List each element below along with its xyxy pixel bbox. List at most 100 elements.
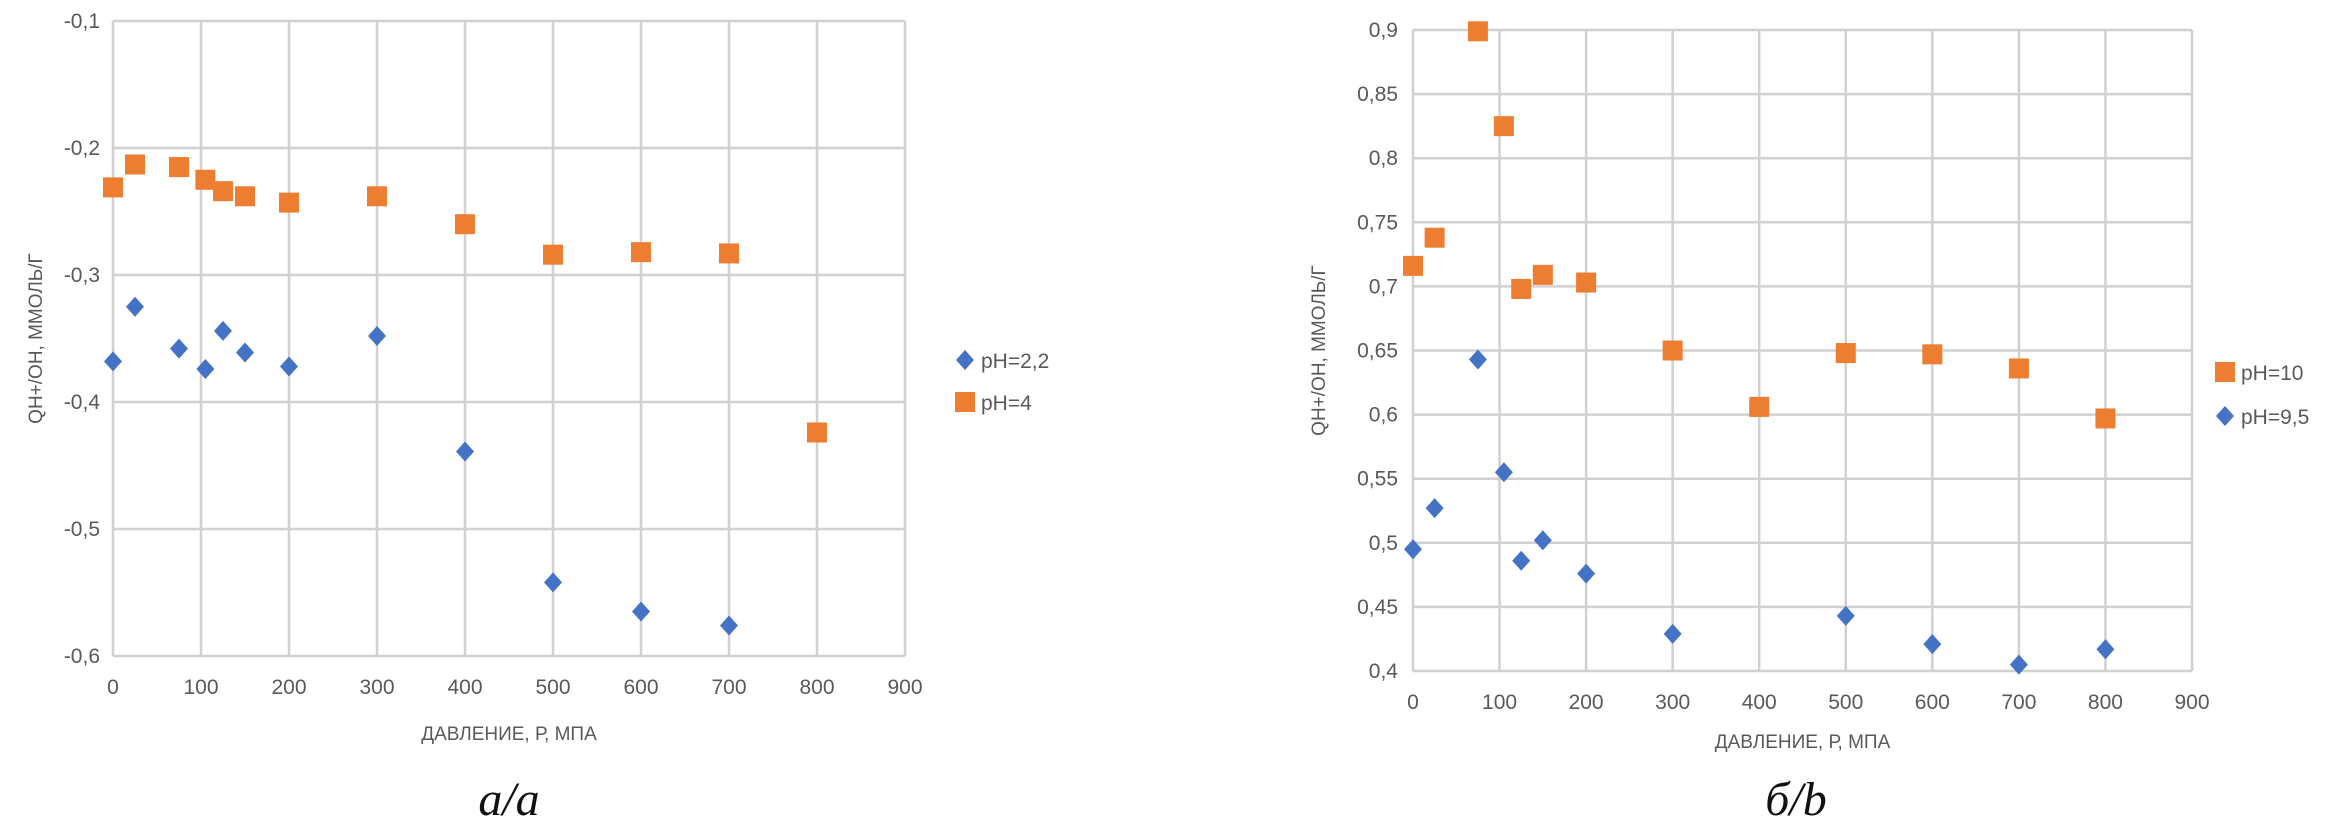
data-point [196,358,215,379]
x-tick-label: 0 [107,676,119,699]
data-point [214,320,232,341]
x-tick-label: 700 [711,676,746,699]
data-point [543,244,563,265]
panel-caption: а/а [478,773,539,826]
data-point [280,356,298,377]
x-tick-label: 0 [1407,691,1419,714]
data-point [1511,278,1532,299]
x-tick-label: 100 [1482,691,1517,714]
data-point [1494,462,1513,483]
y-tick-label: 0,75 [1357,211,1398,234]
data-point [1663,623,1682,644]
y-tick-label: 0,6 [1369,404,1398,427]
data-point [1836,605,1855,626]
data-point [195,169,216,190]
y-tick-label: -0,1 [64,10,100,33]
series-pH=4 [103,154,827,443]
y-tick-label: 0,9 [1369,19,1398,42]
y-tick-label: 0,5 [1369,532,1398,555]
data-point [170,338,188,359]
data-point [807,422,827,443]
x-tick-label: 900 [2174,691,2209,714]
y-tick-label: -0,4 [64,391,101,414]
data-point [2095,408,2116,429]
legend-marker [2215,362,2235,382]
data-point [367,186,387,207]
data-point [1749,396,1770,417]
y-tick-label: 0,7 [1369,275,1398,298]
y-tick-label: -0,3 [64,264,100,287]
data-point [632,601,650,622]
x-tick-label: 300 [359,676,394,699]
series-pH=9,5 [1404,349,2115,675]
data-point [1493,116,1514,137]
data-point [1532,264,1553,285]
x-tick-label: 900 [887,676,922,699]
data-point [1922,344,1943,365]
x-tick-label: 300 [1655,691,1690,714]
x-tick-label: 100 [183,676,218,699]
x-tick-label: 800 [2088,691,2123,714]
data-point [368,325,386,346]
data-point [1467,21,1488,42]
data-point [1425,498,1444,519]
x-tick-label: 200 [1569,691,1604,714]
y-axis-title: QН+/ОН, ММОЛЬ/Г [26,253,47,424]
chart-2: 0,9 0,85 0,8 0,75 0,7 0,65 0,6 0,55 0,5 0,45 0,4 0 1… [1309,19,2309,826]
data-point [2009,654,2028,675]
x-tick-label: 500 [535,676,570,699]
x-tick-label: 400 [447,676,482,699]
x-tick-label: 600 [1915,691,1950,714]
data-point [1835,343,1856,364]
data-point [455,214,475,235]
y-axis-title: QН+/ОН, ММОЛЬ/Г [1309,265,1330,436]
data-point [1923,634,1942,655]
x-tick-label: 700 [2001,691,2036,714]
data-point [1403,255,1423,276]
data-point [1404,539,1422,560]
data-point [1577,563,1596,584]
data-point [235,186,255,207]
series-pH=10 [1403,21,2116,429]
chart-1: -0,1 -0,2 -0,3 -0,4 -0,5 -0,6 0 100 200 300 400 500… [26,10,1049,826]
y-tick-label: 0,55 [1357,468,1398,491]
data-point [1468,349,1487,370]
y-tick-label: 0,45 [1357,596,1398,619]
y-tick-label: 0,4 [1369,660,1399,683]
panel-caption: б/b [1765,773,1826,826]
y-tick-label: -0,5 [64,518,100,541]
series-pH=2,2 [104,296,738,636]
y-tick-label: 0,85 [1357,83,1398,106]
legend-label: pH=9,5 [2241,406,2309,429]
data-point [2008,358,2029,379]
legend-label: pH=4 [981,392,1032,415]
x-tick-label: 400 [1742,691,1777,714]
data-point [2096,639,2115,660]
y-tick-label: -0,6 [64,645,100,668]
data-point [104,351,122,372]
x-tick-label: 500 [1828,691,1863,714]
x-tick-label: 800 [799,676,834,699]
y-tick-label: 0,65 [1357,340,1398,363]
data-point [126,296,144,317]
data-point [125,154,145,175]
data-point [279,192,299,213]
legend-label: pH=10 [2241,362,2303,385]
data-point [213,181,233,202]
x-tick-label: 600 [623,676,658,699]
data-point [1533,530,1552,551]
data-point [169,157,189,178]
y-tick-label: -0,2 [64,137,100,160]
x-axis-title: ДАВЛЕНИЕ, Р, МПА [421,724,597,745]
data-point [631,242,651,263]
legend-marker [956,350,974,370]
data-point [1512,550,1531,571]
data-point [1662,340,1683,361]
legend-label: pH=2,2 [981,350,1049,373]
x-tick-label: 200 [271,676,306,699]
data-point [720,615,738,636]
legend-marker [955,392,975,412]
data-point [1424,227,1445,248]
x-axis-title: ДАВЛЕНИЕ, Р, МПА [1715,732,1891,753]
